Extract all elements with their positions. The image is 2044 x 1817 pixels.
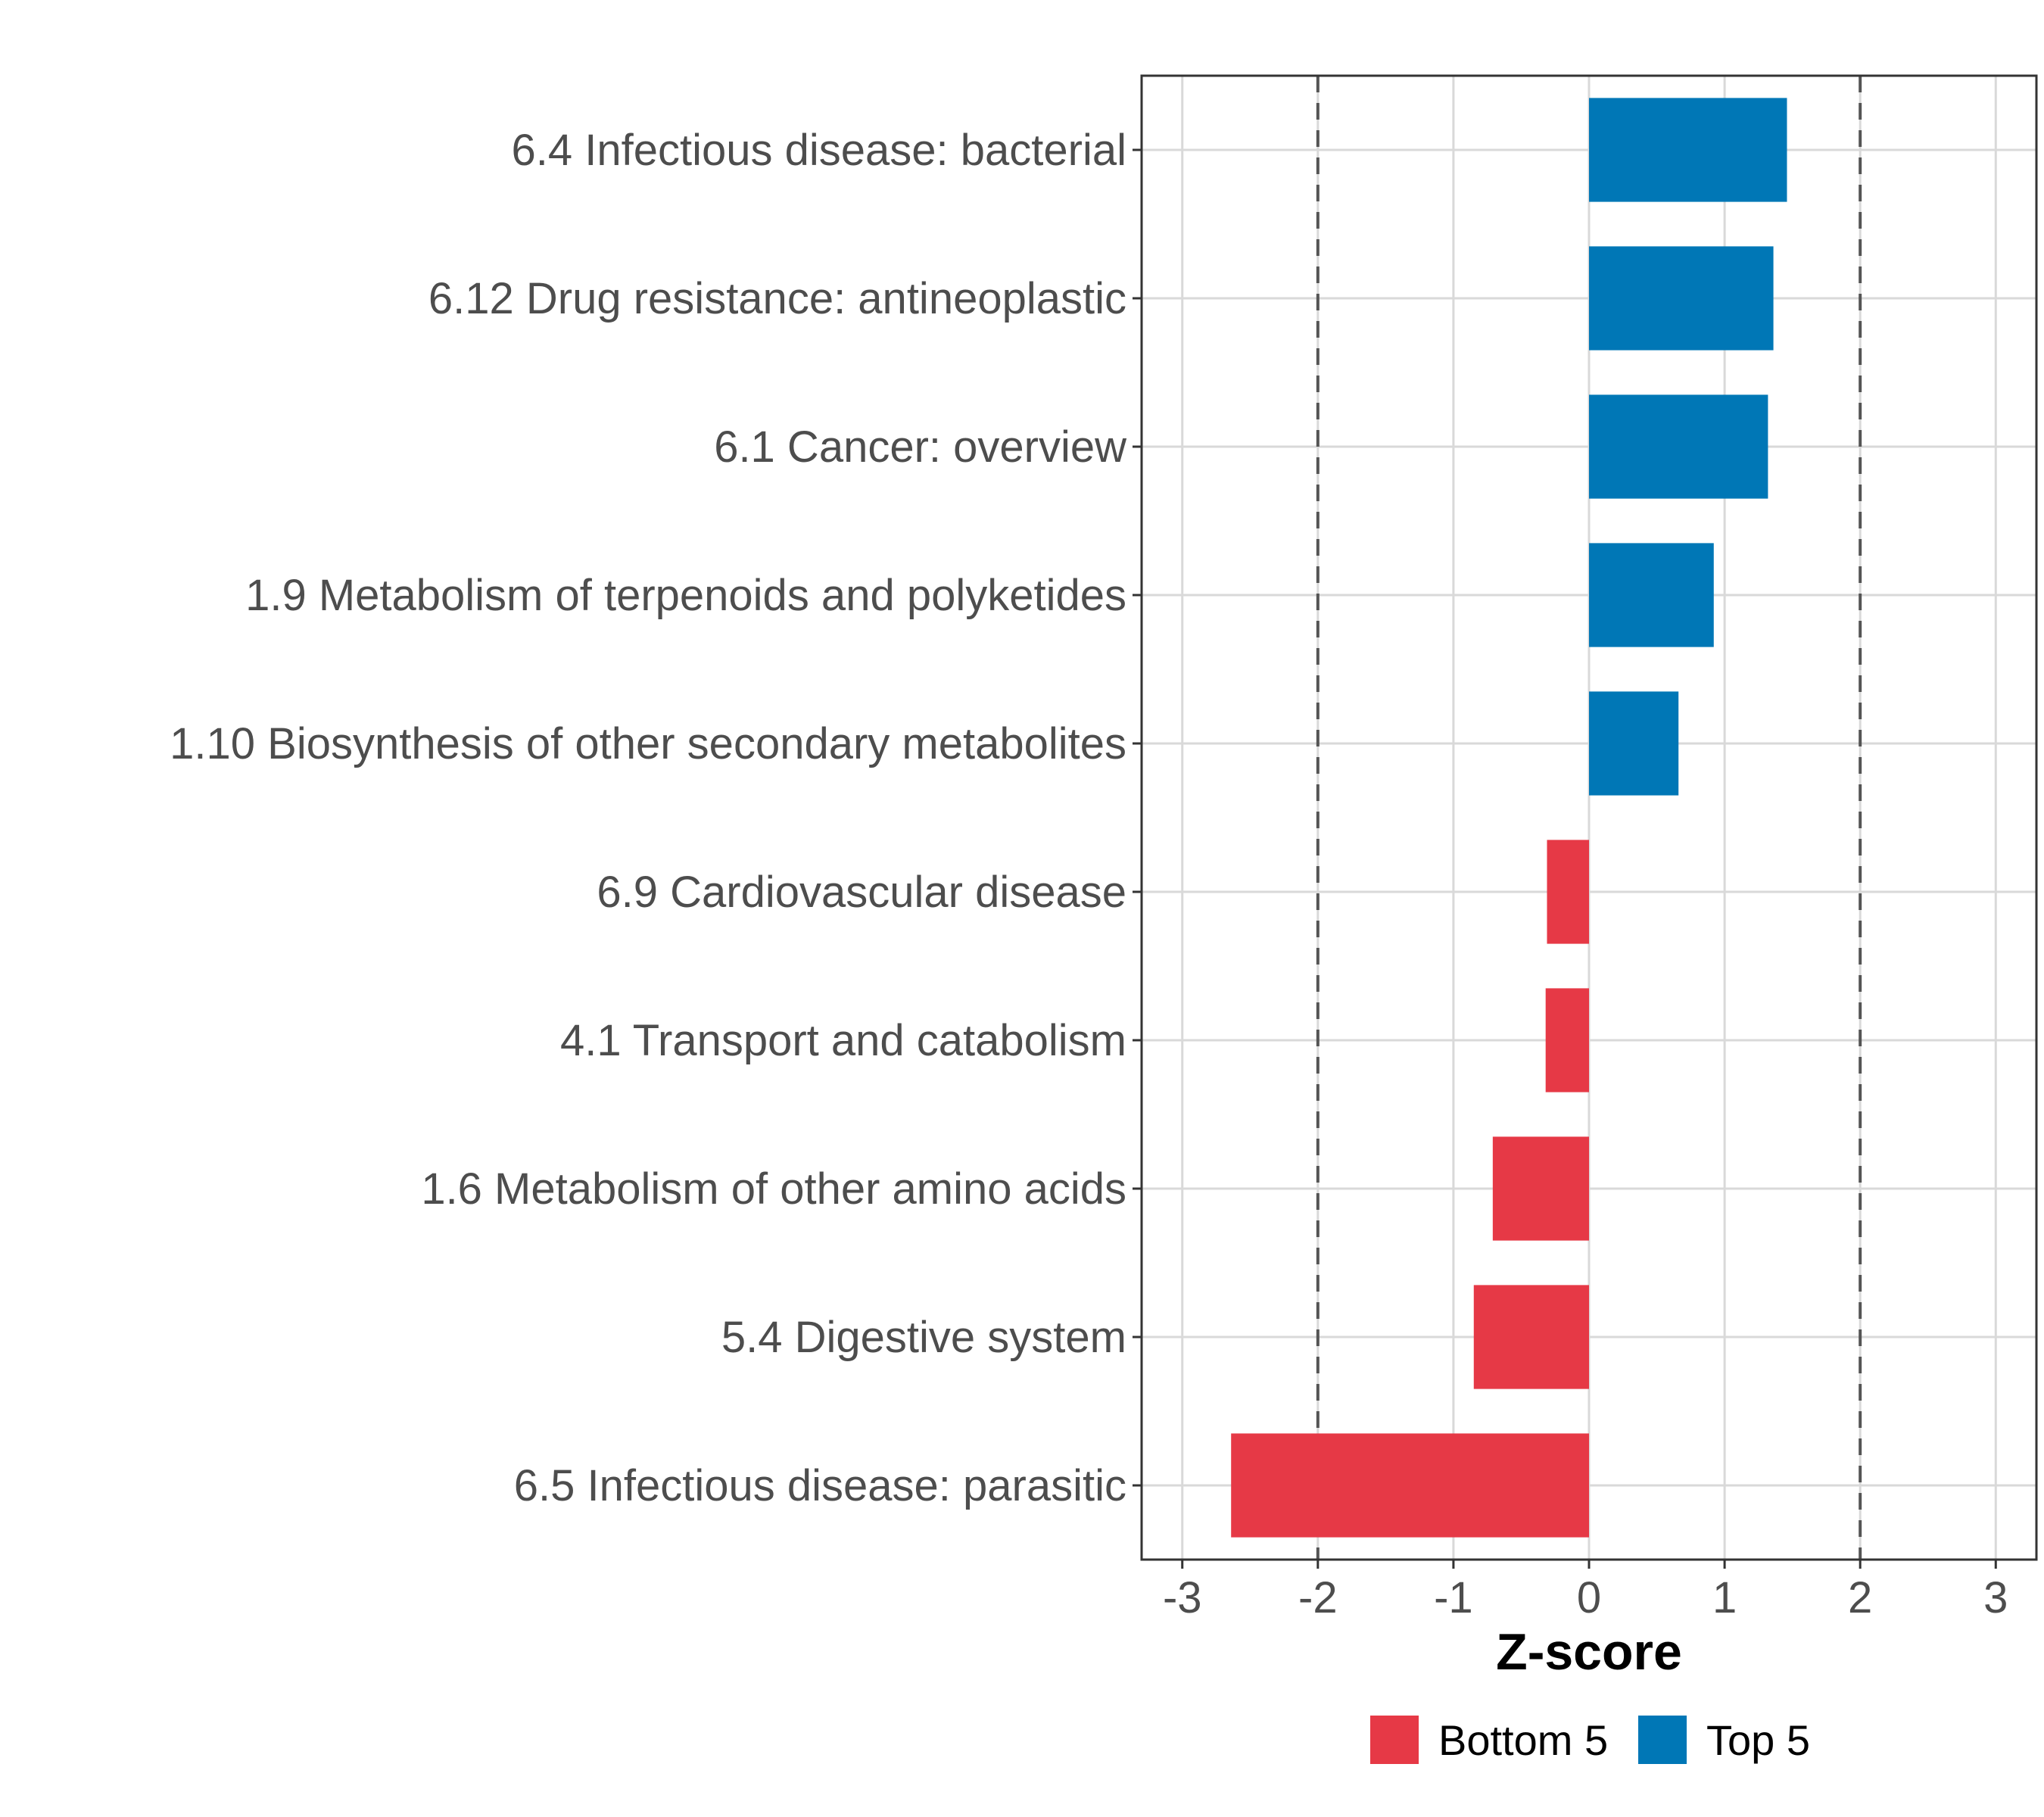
- x-tick-label: 3: [1983, 1573, 2008, 1622]
- legend-swatch: [1370, 1716, 1419, 1764]
- x-tick-label: -2: [1298, 1573, 1338, 1622]
- bar: [1547, 840, 1589, 944]
- bar: [1589, 691, 1679, 796]
- category-label: 1.10 Biosynthesis of other secondary met…: [170, 719, 1126, 768]
- y-axis: 6.4 Infectious disease: bacterial 6.12 Dr…: [170, 126, 1142, 1510]
- x-tick-label: 1: [1712, 1573, 1737, 1622]
- x-tick-label: 0: [1577, 1573, 1601, 1622]
- x-tick-label: -3: [1163, 1573, 1202, 1622]
- category-label: 1.9 Metabolism of terpenoids and polyket…: [245, 571, 1126, 620]
- category-label: 6.4 Infectious disease: bacterial: [512, 126, 1126, 175]
- x-axis-title: Z-score: [1496, 1623, 1682, 1681]
- category-label: 5.4 Digestive system: [721, 1313, 1126, 1362]
- bar: [1231, 1433, 1589, 1538]
- bar: [1589, 98, 1787, 202]
- x-tick-label: -1: [1434, 1573, 1473, 1622]
- x-tick-label: 2: [1848, 1573, 1872, 1622]
- bars: [1231, 98, 1787, 1538]
- legend-label: Top 5: [1706, 1716, 1810, 1764]
- bar: [1492, 1136, 1589, 1241]
- category-label: 6.9 Cardiovascular disease: [597, 868, 1126, 917]
- category-label: 6.12 Drug resistance: antineoplastic: [428, 274, 1126, 323]
- bar: [1473, 1285, 1589, 1389]
- category-label: 1.6 Metabolism of other amino acids: [421, 1164, 1126, 1214]
- legend: Bottom 5 Top 5: [1370, 1716, 1810, 1764]
- bar: [1589, 394, 1768, 499]
- category-label: 6.1 Cancer: overview: [714, 422, 1127, 472]
- bar: [1545, 988, 1589, 1092]
- bar: [1589, 246, 1774, 351]
- category-label: 6.5 Infectious disease: parasitic: [514, 1461, 1126, 1510]
- reference-lines: [1316, 76, 1862, 1560]
- legend-swatch: [1638, 1716, 1687, 1764]
- x-axis: -3 -2 -1 0 1 2 3: [1163, 1560, 2008, 1622]
- bar: [1589, 543, 1714, 647]
- category-label: 4.1 Transport and catabolism: [560, 1016, 1126, 1065]
- legend-label: Bottom 5: [1438, 1716, 1608, 1764]
